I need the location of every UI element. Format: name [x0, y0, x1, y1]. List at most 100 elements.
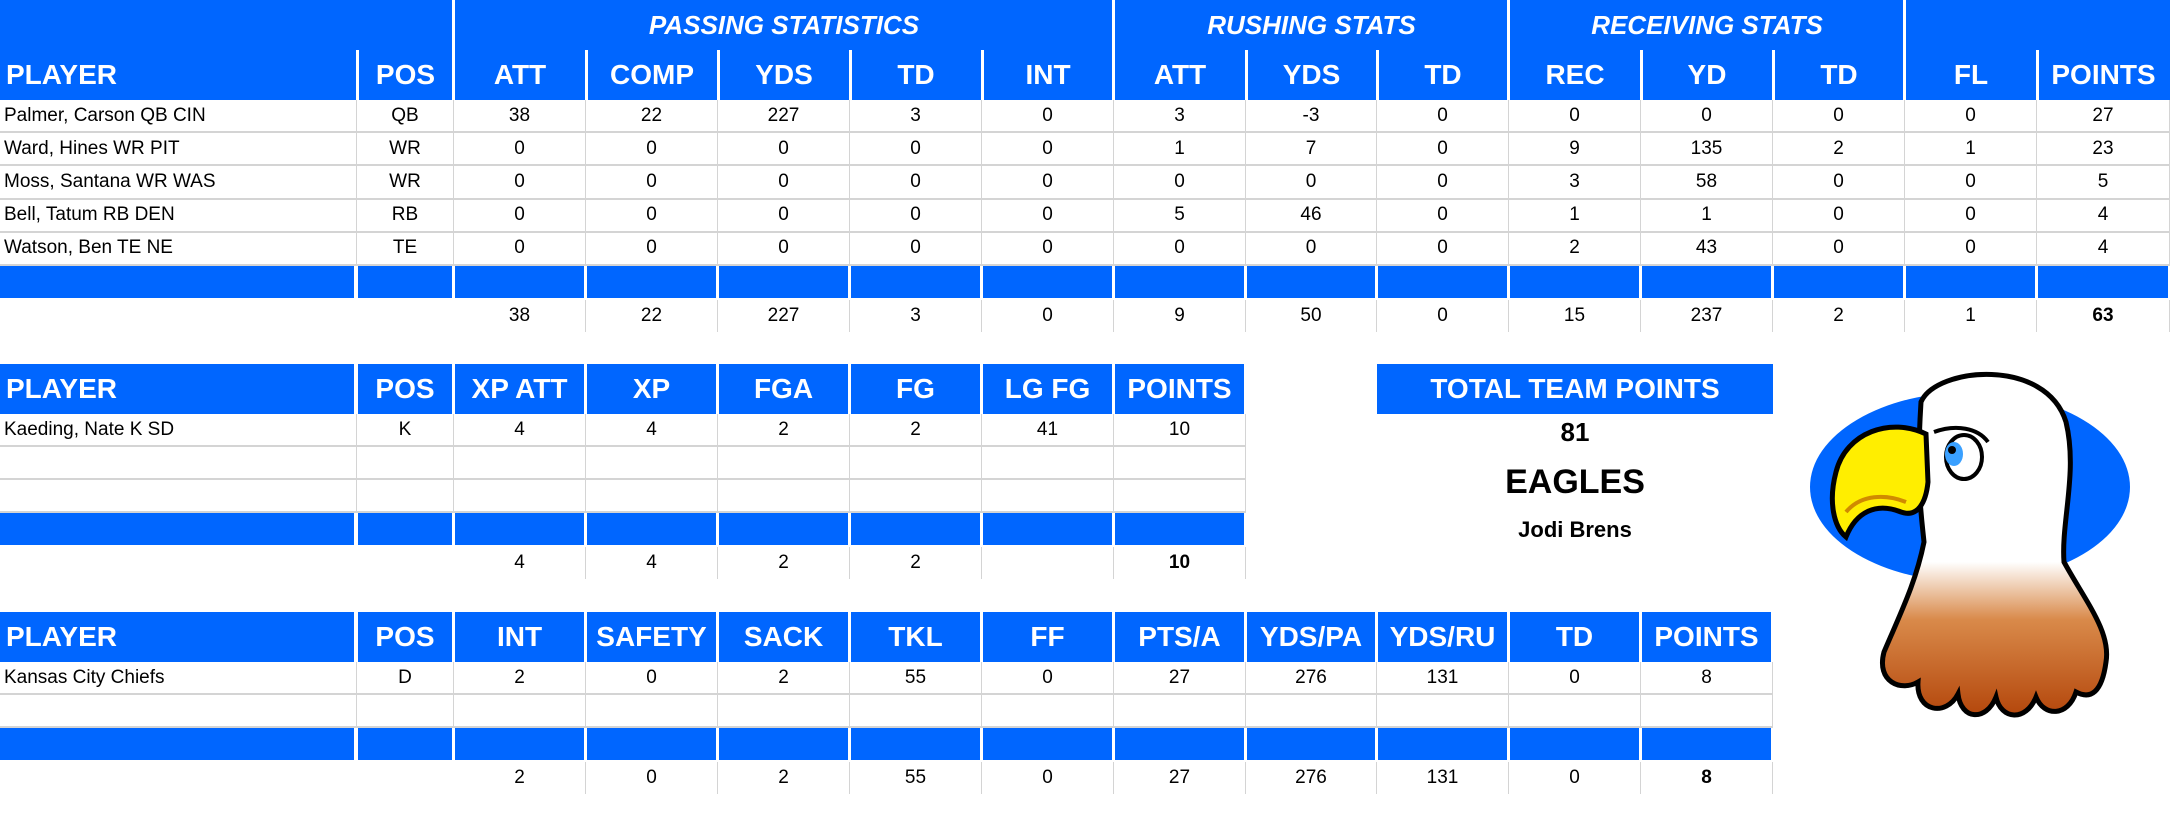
- divider: [981, 50, 984, 100]
- column-header[interactable]: TD: [1820, 59, 1858, 90]
- defense-total-cell: 0: [982, 762, 1114, 794]
- kicker-column-header[interactable]: POS: [358, 364, 452, 414]
- defense-column-header[interactable]: TD: [1510, 612, 1639, 662]
- column-header[interactable]: YDS: [755, 59, 813, 90]
- kicker-name-cell: [0, 447, 357, 480]
- defense-stat-cell: [850, 695, 982, 728]
- defense-name-cell: [0, 695, 357, 728]
- divider: [717, 50, 720, 100]
- separator-bar: [1774, 266, 1903, 298]
- defense-stat-cell: 131: [1377, 662, 1509, 695]
- stat-cell: 7: [1246, 133, 1377, 167]
- defense-column-header[interactable]: SACK: [719, 612, 848, 662]
- stat-cell: 0: [586, 199, 718, 233]
- kicker-column-header[interactable]: XP ATT: [455, 364, 584, 414]
- column-header[interactable]: YD: [1687, 59, 1727, 90]
- stat-cell: 0: [850, 133, 982, 167]
- stat-cell: 0: [1905, 199, 2037, 233]
- stat-cell: 27: [2037, 100, 2170, 134]
- total-team-points-value: 81: [1560, 416, 1590, 447]
- kicker-column-header[interactable]: PLAYER: [0, 364, 354, 414]
- kicker-column-header[interactable]: FGA: [719, 364, 848, 414]
- defense-column-header[interactable]: FF: [983, 612, 1112, 662]
- stat-cell: 0: [1377, 232, 1509, 266]
- stat-cell: 0: [1905, 166, 2037, 200]
- kicker-stat-cell: 41: [982, 414, 1114, 447]
- separator-bar: [0, 266, 354, 298]
- defense-column-header[interactable]: SAFETY: [587, 612, 716, 662]
- separator-bar: [851, 728, 980, 760]
- stat-cell: 0: [982, 133, 1114, 167]
- column-header[interactable]: FL: [1953, 59, 1989, 90]
- defense-column-header[interactable]: POS: [358, 612, 452, 662]
- defense-total-cell: 0: [1509, 762, 1641, 794]
- column-header[interactable]: ATT: [493, 59, 547, 90]
- total-cell: 15: [1509, 300, 1641, 332]
- player-name-cell: Bell, Tatum RB DEN: [0, 199, 357, 233]
- kicker-column-header[interactable]: FG: [851, 364, 980, 414]
- stat-cell: 0: [982, 166, 1114, 200]
- kicker-column-header[interactable]: XP: [587, 364, 716, 414]
- stat-cell: 0: [982, 100, 1114, 134]
- kicker-name-cell: Kaeding, Nate K SD: [0, 414, 357, 447]
- separator-bar: [0, 513, 354, 545]
- total-cell: 1: [1905, 300, 2037, 332]
- column-header[interactable]: ATT: [1153, 59, 1207, 90]
- defense-stat-cell: 0: [586, 662, 718, 695]
- player-name-cell: Moss, Santana WR WAS: [0, 166, 357, 200]
- offense-header: [0, 0, 2170, 100]
- stat-cell: 1: [1114, 133, 1246, 167]
- column-header[interactable]: TD: [897, 59, 935, 90]
- column-header[interactable]: INT: [1025, 59, 1071, 90]
- total-cell: 50: [1246, 300, 1377, 332]
- kicker-stat-cell: [586, 447, 718, 480]
- divider: [849, 50, 852, 100]
- stat-cell: 0: [454, 199, 586, 233]
- column-header[interactable]: COMP: [610, 59, 694, 90]
- team-owner: Jodi Brens: [1518, 517, 1632, 542]
- defense-column-header[interactable]: YDS/RU: [1378, 612, 1507, 662]
- separator-bar: [719, 266, 848, 298]
- stat-cell: 0: [1509, 100, 1641, 134]
- kicker-column-header[interactable]: POINTS: [1115, 364, 1244, 414]
- stat-cell: 1: [1905, 133, 2037, 167]
- defense-column-header[interactable]: INT: [455, 612, 584, 662]
- stat-cell: 0: [454, 166, 586, 200]
- column-header[interactable]: POINTS: [2051, 59, 2156, 90]
- defense-stat-cell: [718, 695, 850, 728]
- stat-cell: 9: [1509, 133, 1641, 167]
- kicker-stat-cell: [982, 480, 1114, 513]
- defense-total-cell: 276: [1246, 762, 1377, 794]
- column-header[interactable]: TD: [1424, 59, 1462, 90]
- stat-cell: 3: [850, 100, 982, 134]
- stat-cell: 2: [1773, 133, 1905, 167]
- separator-bar: [358, 513, 452, 545]
- separator-bar: [1115, 513, 1244, 545]
- column-header[interactable]: REC: [1545, 59, 1605, 90]
- column-header[interactable]: YDS: [1282, 59, 1341, 90]
- kicker-column-header[interactable]: LG FG: [983, 364, 1112, 414]
- stat-cell: 5: [1114, 199, 1246, 233]
- stat-cell: 0: [586, 232, 718, 266]
- defense-total-cell: 0: [586, 762, 718, 794]
- defense-column-header[interactable]: POINTS: [1642, 612, 1771, 662]
- defense-column-header[interactable]: PTS/A: [1115, 612, 1244, 662]
- group-header-passing: PASSING STATISTICS: [648, 9, 920, 40]
- kicker-stat-cell: [718, 480, 850, 513]
- column-header[interactable]: POS: [375, 59, 436, 90]
- column-header[interactable]: PLAYER: [6, 59, 118, 90]
- separator-bar: [455, 513, 584, 545]
- stat-cell: 0: [454, 133, 586, 167]
- separator-bar: [851, 513, 980, 545]
- defense-column-header[interactable]: PLAYER: [0, 612, 354, 662]
- defense-stat-cell: [357, 695, 454, 728]
- defense-column-header[interactable]: TKL: [851, 612, 980, 662]
- separator-bar: [1115, 266, 1244, 298]
- defense-column-header[interactable]: YDS/PA: [1247, 612, 1375, 662]
- separator-bar: [1247, 266, 1375, 298]
- separator-bar: [1510, 266, 1639, 298]
- separator-bar: [2038, 266, 2168, 298]
- kicker-stat-cell: 2: [850, 414, 982, 447]
- stat-cell: QB: [357, 100, 454, 134]
- kicker-stat-cell: [1114, 447, 1246, 480]
